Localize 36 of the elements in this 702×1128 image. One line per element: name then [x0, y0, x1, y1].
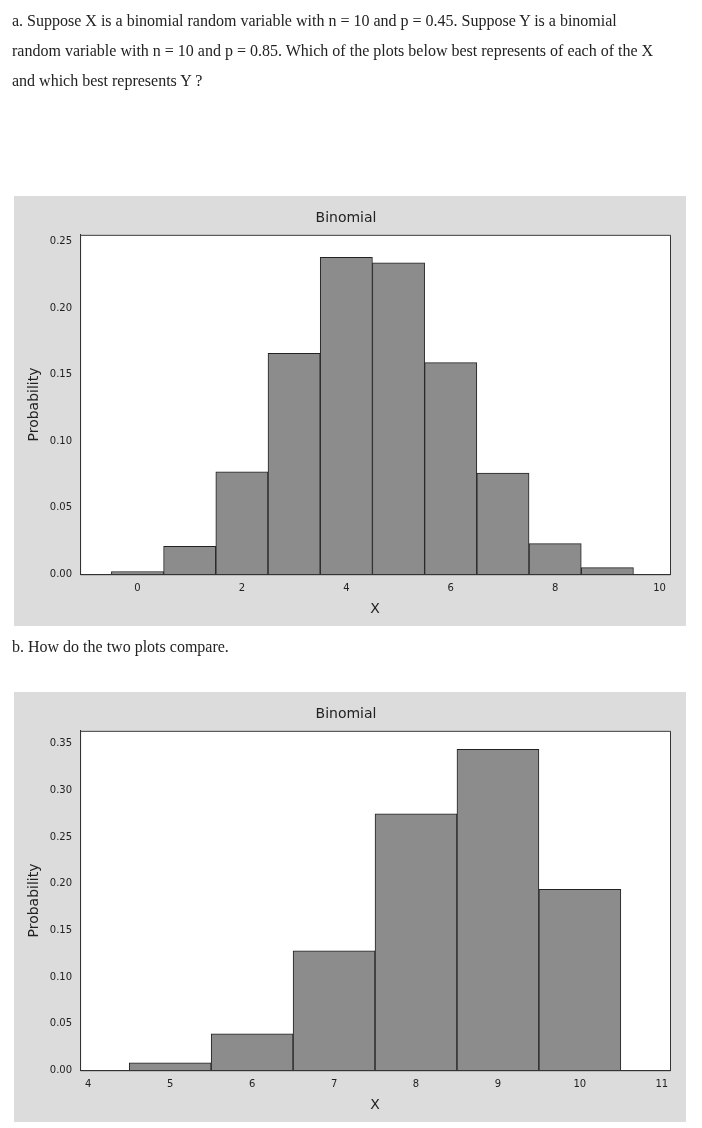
x-tick-label: 10	[653, 581, 666, 593]
y-tick-label: 0.05	[49, 1017, 73, 1029]
x-tick-label: 9	[494, 1077, 502, 1089]
y-tick-label: 0.20	[49, 301, 73, 313]
y-tick-label: 0.00	[49, 567, 73, 579]
y-tick-label: 0.05	[49, 501, 73, 513]
x-tick-label: 6	[248, 1077, 256, 1089]
y-tick-label: 0.25	[49, 235, 73, 247]
text: b. How do the two plots compare.	[12, 637, 230, 658]
chart-title: Binomial	[315, 705, 377, 722]
x-axis-title: X	[370, 600, 381, 617]
y-tick-label: 0.10	[49, 970, 73, 982]
x-tick-label: 2	[238, 581, 246, 593]
y-axis-title: Probability	[25, 863, 42, 938]
y-tick-label: 0.25	[49, 830, 73, 842]
x-tick-label: 11	[655, 1077, 669, 1089]
x-tick-label: 4	[343, 581, 350, 593]
y-tick-label: 0.20	[49, 877, 73, 889]
x-tick-label: 8	[551, 581, 559, 593]
y-axis-title: Probability	[25, 367, 42, 442]
y-tick-label: 0.15	[49, 923, 73, 935]
y-tick-label: 0.15	[49, 368, 73, 380]
chart-title: Binomial	[315, 209, 377, 226]
x-tick-label: 4	[85, 1077, 92, 1089]
text: a. Suppose X is a binomial random variable with n = 10 and p = 0.45. Suppose Y is a binomial random variable with n = 10 and p = 0.85. Which of the plots below best represents of each of the X and which best represents Y ?	[12, 11, 655, 92]
x-tick-label: 10	[573, 1077, 587, 1089]
x-tick-label: 0	[134, 581, 141, 593]
y-tick-label: 0.10	[49, 434, 73, 446]
y-tick-label: 0.35	[49, 737, 73, 749]
x-axis-title: X	[370, 1096, 381, 1113]
y-tick-label: 0.30	[49, 784, 73, 796]
x-tick-label: 5	[167, 1077, 174, 1089]
x-tick-label: 6	[447, 581, 454, 593]
x-tick-label: 8	[412, 1077, 420, 1089]
y-tick-label: 0.00	[49, 1063, 73, 1075]
x-tick-label: 7	[330, 1077, 338, 1089]
